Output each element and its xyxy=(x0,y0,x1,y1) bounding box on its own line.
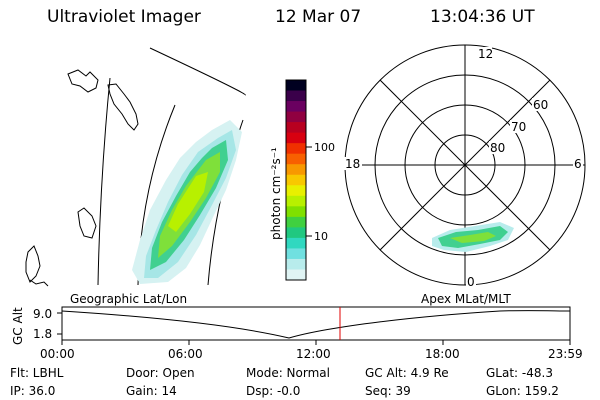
timeline-x-tick-label: 06:00 xyxy=(168,347,203,361)
timeline-x-tick-label: 12:00 xyxy=(296,347,331,361)
colorbar-band xyxy=(286,122,306,134)
info-door: Door: Open xyxy=(126,366,195,380)
info-dsp: Dsp: -0.0 xyxy=(246,384,301,398)
colorbar-band xyxy=(286,216,306,228)
mlat-label-70: 70 xyxy=(511,120,526,134)
timeline-x-tick-label: 18:00 xyxy=(425,347,460,361)
mlat-label-60: 60 xyxy=(533,98,548,112)
app-title: Ultraviolet Imager xyxy=(47,7,201,27)
timeline-y-tick-label: 1.8 xyxy=(33,327,52,341)
polar-panel-label: Apex MLat/MLT xyxy=(421,292,511,306)
colorbar-band xyxy=(286,164,306,176)
aurora-emission xyxy=(132,120,242,284)
colorbar-band xyxy=(286,143,306,155)
colorbar-band xyxy=(286,185,306,197)
geo-panel-label: Geographic Lat/Lon xyxy=(70,292,187,306)
colorbar-band xyxy=(286,248,306,260)
colorbar-band xyxy=(286,111,306,123)
mlt-label-18: 18 xyxy=(345,157,360,171)
colorbar-band xyxy=(286,227,306,239)
colorbar-tick-label: 10 xyxy=(314,230,328,243)
colorbar-band xyxy=(286,132,306,144)
polar-plot: 12 18 6 0 60 70 80 xyxy=(344,44,586,289)
time-label: 13:04:36 UT xyxy=(430,7,535,27)
info-seq: Seq: 39 xyxy=(365,384,411,398)
coastline xyxy=(77,207,97,239)
timeline-x-tick-label: 23:59 xyxy=(548,347,583,361)
coastline xyxy=(29,279,49,287)
colorbar-band xyxy=(286,269,306,281)
colorbar-tick-label: 100 xyxy=(314,141,335,154)
mlt-label-12: 12 xyxy=(478,47,493,61)
meridian-line xyxy=(379,79,551,251)
colorbar-band xyxy=(286,80,306,92)
timeline-frame xyxy=(61,306,571,341)
grid-line xyxy=(97,77,111,286)
info-filter: Flt: LBHL xyxy=(10,366,64,380)
colorbar-frame xyxy=(285,79,307,281)
timeline-y-title: GC Alt xyxy=(11,307,25,345)
date-label: 12 Mar 07 xyxy=(275,7,362,27)
info-gain: Gain: 14 xyxy=(126,384,177,398)
colorbar-band xyxy=(286,101,306,113)
coastline xyxy=(67,69,99,93)
info-mode: Mode: Normal xyxy=(246,366,330,380)
mlat-label-80: 80 xyxy=(490,141,505,155)
altitude-timeline: GC Alt 9.0 1.8 xyxy=(11,306,571,345)
colorbar-band xyxy=(286,174,306,186)
info-glon: GLon: 159.2 xyxy=(486,384,559,398)
colorbar-band xyxy=(286,258,306,270)
colorbar-unit-label: photon cm⁻²s⁻¹ xyxy=(269,147,283,240)
coastline xyxy=(25,245,41,283)
mlt-label-6: 6 xyxy=(574,157,582,171)
colorbar-band xyxy=(286,237,306,249)
colorbar-band xyxy=(286,195,306,207)
timeline-y-tick-label: 9.0 xyxy=(33,307,52,321)
info-ip: IP: 36.0 xyxy=(10,384,56,398)
colorbar-band xyxy=(286,90,306,102)
colorbar-band xyxy=(286,206,306,218)
geographic-map xyxy=(25,47,246,287)
polar-aurora xyxy=(450,232,496,243)
colorbar xyxy=(286,80,306,281)
coastline xyxy=(107,83,139,131)
timeline-x-tick-label: 00:00 xyxy=(40,347,75,361)
colorbar-band xyxy=(286,153,306,165)
info-glat: GLat: -48.3 xyxy=(486,366,553,380)
grid-line xyxy=(149,47,246,96)
altitude-curve xyxy=(61,310,571,339)
info-gc-alt: GC Alt: 4.9 Re xyxy=(365,366,449,380)
mlt-label-0: 0 xyxy=(467,275,475,289)
